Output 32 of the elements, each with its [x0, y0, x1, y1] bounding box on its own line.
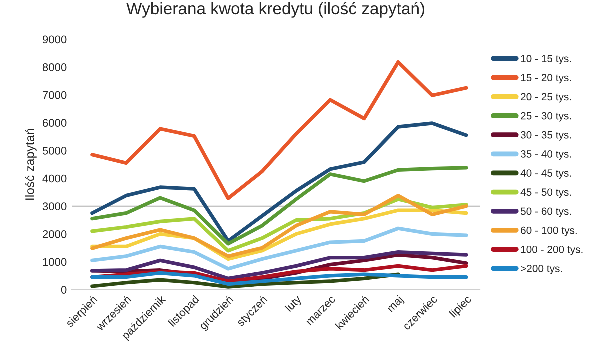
x-tick-label: maj: [386, 295, 406, 314]
legend-label: >200 tys.: [521, 265, 562, 274]
x-tick-label: luty: [284, 294, 304, 314]
y-tick-label: 1000: [43, 258, 67, 266]
line-series: [90, 166, 468, 246]
legend-label: 45 - 50 tys.: [520, 188, 572, 198]
legend-label: 50 - 60 tys.: [520, 208, 572, 218]
line-series: [90, 122, 468, 243]
legend-label: 100 - 200 tys.: [521, 246, 583, 256]
y-tick-label: 6000: [42, 119, 67, 128]
y-tick-label: 7000: [42, 91, 67, 100]
legend-label: 60 - 100 tys.: [521, 226, 577, 236]
line-series: [90, 60, 468, 200]
y-tick-label: 5000: [42, 146, 67, 155]
y-axis-title: Ilość zapytań: [25, 128, 37, 200]
y-tick-label: 9000: [42, 36, 67, 44]
legend-label: 15 - 20 tys.: [521, 74, 572, 84]
chart-title: Wybierana kwota kredytu (ilość zapytań): [126, 2, 424, 18]
line-series: [90, 226, 468, 271]
line-series: [90, 272, 400, 289]
legend-label: 20 - 25 tys.: [521, 93, 572, 103]
legend-label: 25 - 30 tys.: [521, 112, 572, 122]
y-tick-label: 4000: [42, 174, 67, 183]
legend-label: 40 - 45 tys.: [520, 170, 572, 180]
y-tick-label: 0: [61, 286, 67, 294]
legend-label: 30 - 35 tys.: [520, 131, 572, 141]
legend-label: 10 - 15 tys.: [521, 55, 572, 65]
line-series: [90, 271, 468, 286]
y-tick-label: 3000: [42, 202, 67, 211]
y-tick-label: 8000: [42, 64, 67, 72]
legend-label: 35 - 40 tys.: [520, 150, 572, 160]
y-tick-label: 2000: [42, 230, 67, 238]
